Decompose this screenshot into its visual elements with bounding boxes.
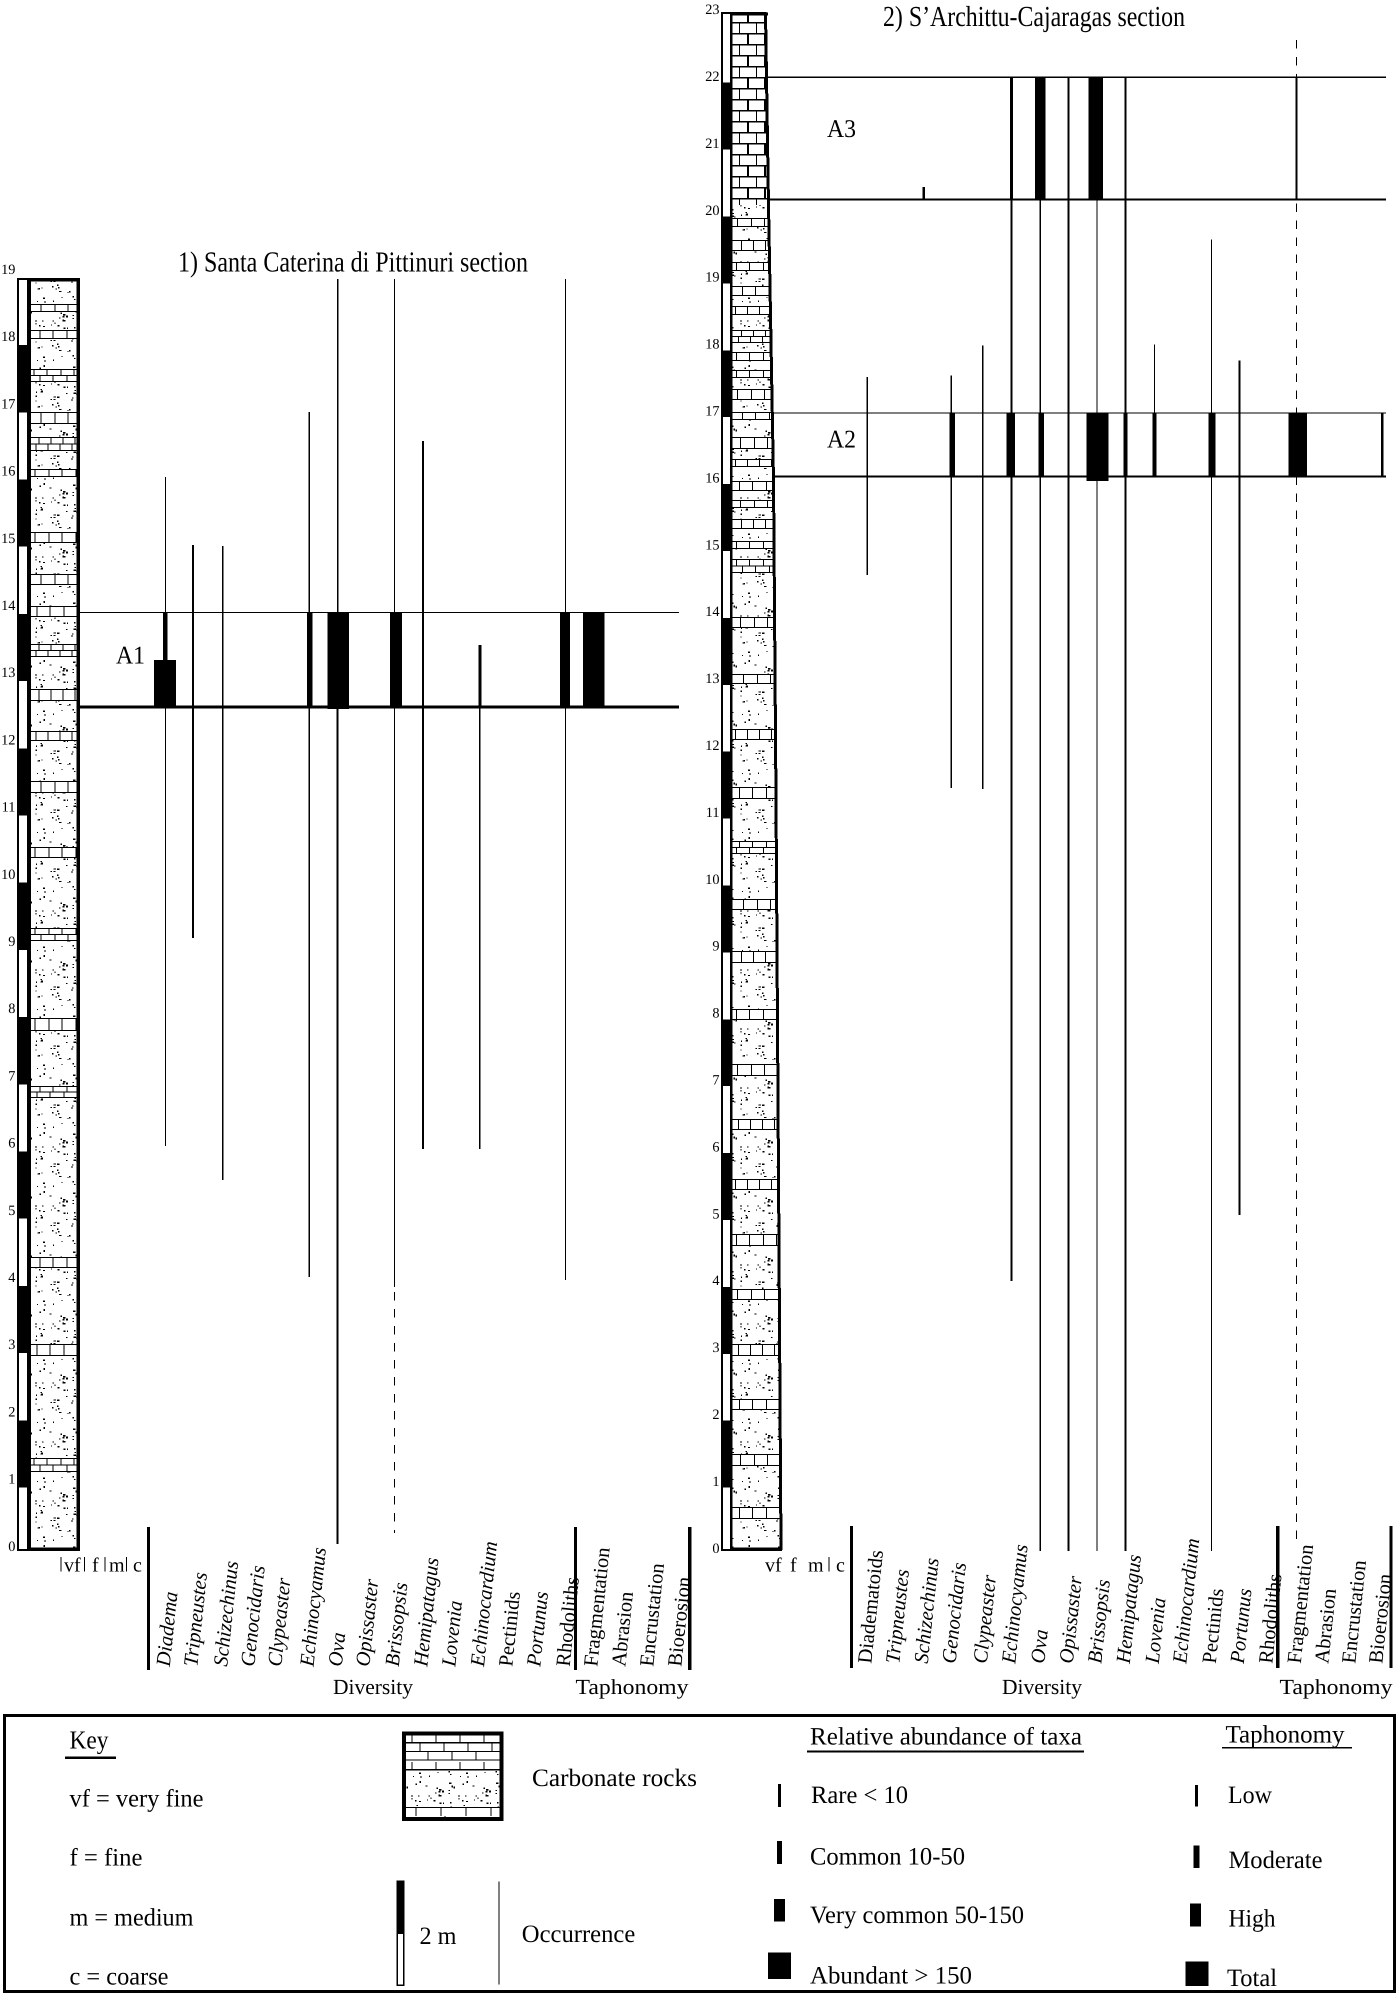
svg-text:m = medium: m = medium — [70, 1905, 195, 1932]
svg-text:9: 9 — [8, 934, 15, 950]
svg-text:21: 21 — [705, 136, 719, 152]
svg-text:2: 2 — [8, 1404, 15, 1420]
svg-text:8: 8 — [712, 1006, 719, 1022]
svg-text:18: 18 — [705, 337, 719, 353]
svg-text:11: 11 — [706, 805, 720, 821]
svg-text:Total: Total — [1227, 1965, 1277, 1992]
svg-text:Ova: Ova — [1027, 1628, 1052, 1664]
svg-text:8: 8 — [8, 1001, 15, 1017]
svg-text:12: 12 — [705, 738, 719, 754]
svg-text:f = fine: f = fine — [70, 1845, 143, 1872]
svg-text:Rare < 10: Rare < 10 — [811, 1782, 908, 1809]
svg-text:Abundant > 150: Abundant > 150 — [810, 1963, 972, 1990]
svg-text:A1: A1 — [116, 641, 145, 670]
svg-text:4: 4 — [8, 1270, 15, 1286]
svg-text:10: 10 — [705, 872, 719, 888]
svg-text:15: 15 — [1, 531, 15, 547]
svg-text:c = coarse: c = coarse — [70, 1964, 169, 1991]
svg-text:19: 19 — [1, 262, 15, 278]
svg-text:0: 0 — [712, 1541, 719, 1557]
svg-text:16: 16 — [705, 470, 719, 486]
svg-text:15: 15 — [705, 537, 719, 553]
svg-text:18: 18 — [1, 329, 15, 345]
svg-text:vf = very fine: vf = very fine — [70, 1786, 204, 1813]
svg-text:Occurrence: Occurrence — [522, 1921, 636, 1948]
svg-text:Carbonate rocks: Carbonate rocks — [532, 1765, 697, 1792]
svg-text:Taphonomy: Taphonomy — [1226, 1722, 1345, 1749]
svg-text:Moderate: Moderate — [1229, 1847, 1323, 1874]
svg-text:Diversity: Diversity — [1002, 1675, 1082, 1699]
svg-text:Taphonomy: Taphonomy — [576, 1675, 689, 1699]
svg-text:c: c — [133, 1555, 142, 1577]
svg-text:20: 20 — [705, 203, 719, 219]
svg-text:f: f — [92, 1555, 99, 1577]
svg-text:vf: vf — [765, 1555, 782, 1577]
svg-text:13: 13 — [705, 671, 719, 687]
svg-text:c: c — [836, 1555, 845, 1577]
svg-text:1) Santa Caterina di Pittinuri: 1) Santa Caterina di Pittinuri section — [178, 247, 528, 279]
svg-text:Very common 50-150: Very common 50-150 — [810, 1902, 1024, 1929]
svg-text:2 m: 2 m — [420, 1923, 458, 1950]
svg-text:6: 6 — [8, 1136, 15, 1152]
svg-text:0: 0 — [8, 1539, 15, 1555]
svg-text:22: 22 — [705, 69, 719, 85]
svg-text:f: f — [790, 1555, 797, 1577]
svg-text:5: 5 — [712, 1206, 719, 1222]
svg-text:11: 11 — [2, 800, 16, 816]
svg-text:1: 1 — [8, 1472, 15, 1488]
svg-text:19: 19 — [705, 270, 719, 286]
svg-text:23: 23 — [705, 2, 719, 18]
svg-text:7: 7 — [8, 1068, 15, 1084]
svg-text:2) S’Archittu-Cajaragas sectio: 2) S’Archittu-Cajaragas section — [883, 1, 1185, 33]
svg-text:1: 1 — [712, 1474, 719, 1490]
svg-text:3: 3 — [712, 1340, 719, 1356]
svg-text:3: 3 — [8, 1337, 15, 1353]
svg-text:5: 5 — [8, 1203, 15, 1219]
svg-text:vf: vf — [64, 1555, 81, 1577]
svg-text:Ova: Ova — [325, 1631, 350, 1667]
svg-text:4: 4 — [712, 1273, 719, 1289]
svg-text:12: 12 — [1, 732, 15, 748]
svg-text:Common 10-50: Common 10-50 — [810, 1844, 965, 1871]
svg-text:Relative abundance of taxa: Relative abundance of taxa — [810, 1724, 1082, 1751]
svg-text:2: 2 — [712, 1407, 719, 1423]
svg-text:13: 13 — [1, 665, 15, 681]
svg-text:Taphonomy: Taphonomy — [1280, 1675, 1393, 1699]
svg-text:A2: A2 — [827, 425, 856, 454]
svg-text:m: m — [808, 1555, 824, 1577]
svg-text:6: 6 — [712, 1139, 719, 1155]
svg-text:m: m — [109, 1555, 125, 1577]
svg-text:17: 17 — [1, 396, 15, 412]
svg-text:High: High — [1229, 1906, 1276, 1933]
svg-text:14: 14 — [1, 598, 15, 614]
svg-text:17: 17 — [705, 404, 719, 420]
svg-text:Key: Key — [70, 1726, 109, 1755]
svg-text:14: 14 — [705, 604, 719, 620]
svg-text:9: 9 — [712, 939, 719, 955]
svg-text:A3: A3 — [827, 114, 856, 143]
svg-text:7: 7 — [712, 1073, 719, 1089]
svg-text:16: 16 — [1, 464, 15, 480]
svg-text:Diversity: Diversity — [333, 1675, 413, 1699]
svg-text:Low: Low — [1228, 1782, 1272, 1809]
svg-text:10: 10 — [1, 867, 15, 883]
